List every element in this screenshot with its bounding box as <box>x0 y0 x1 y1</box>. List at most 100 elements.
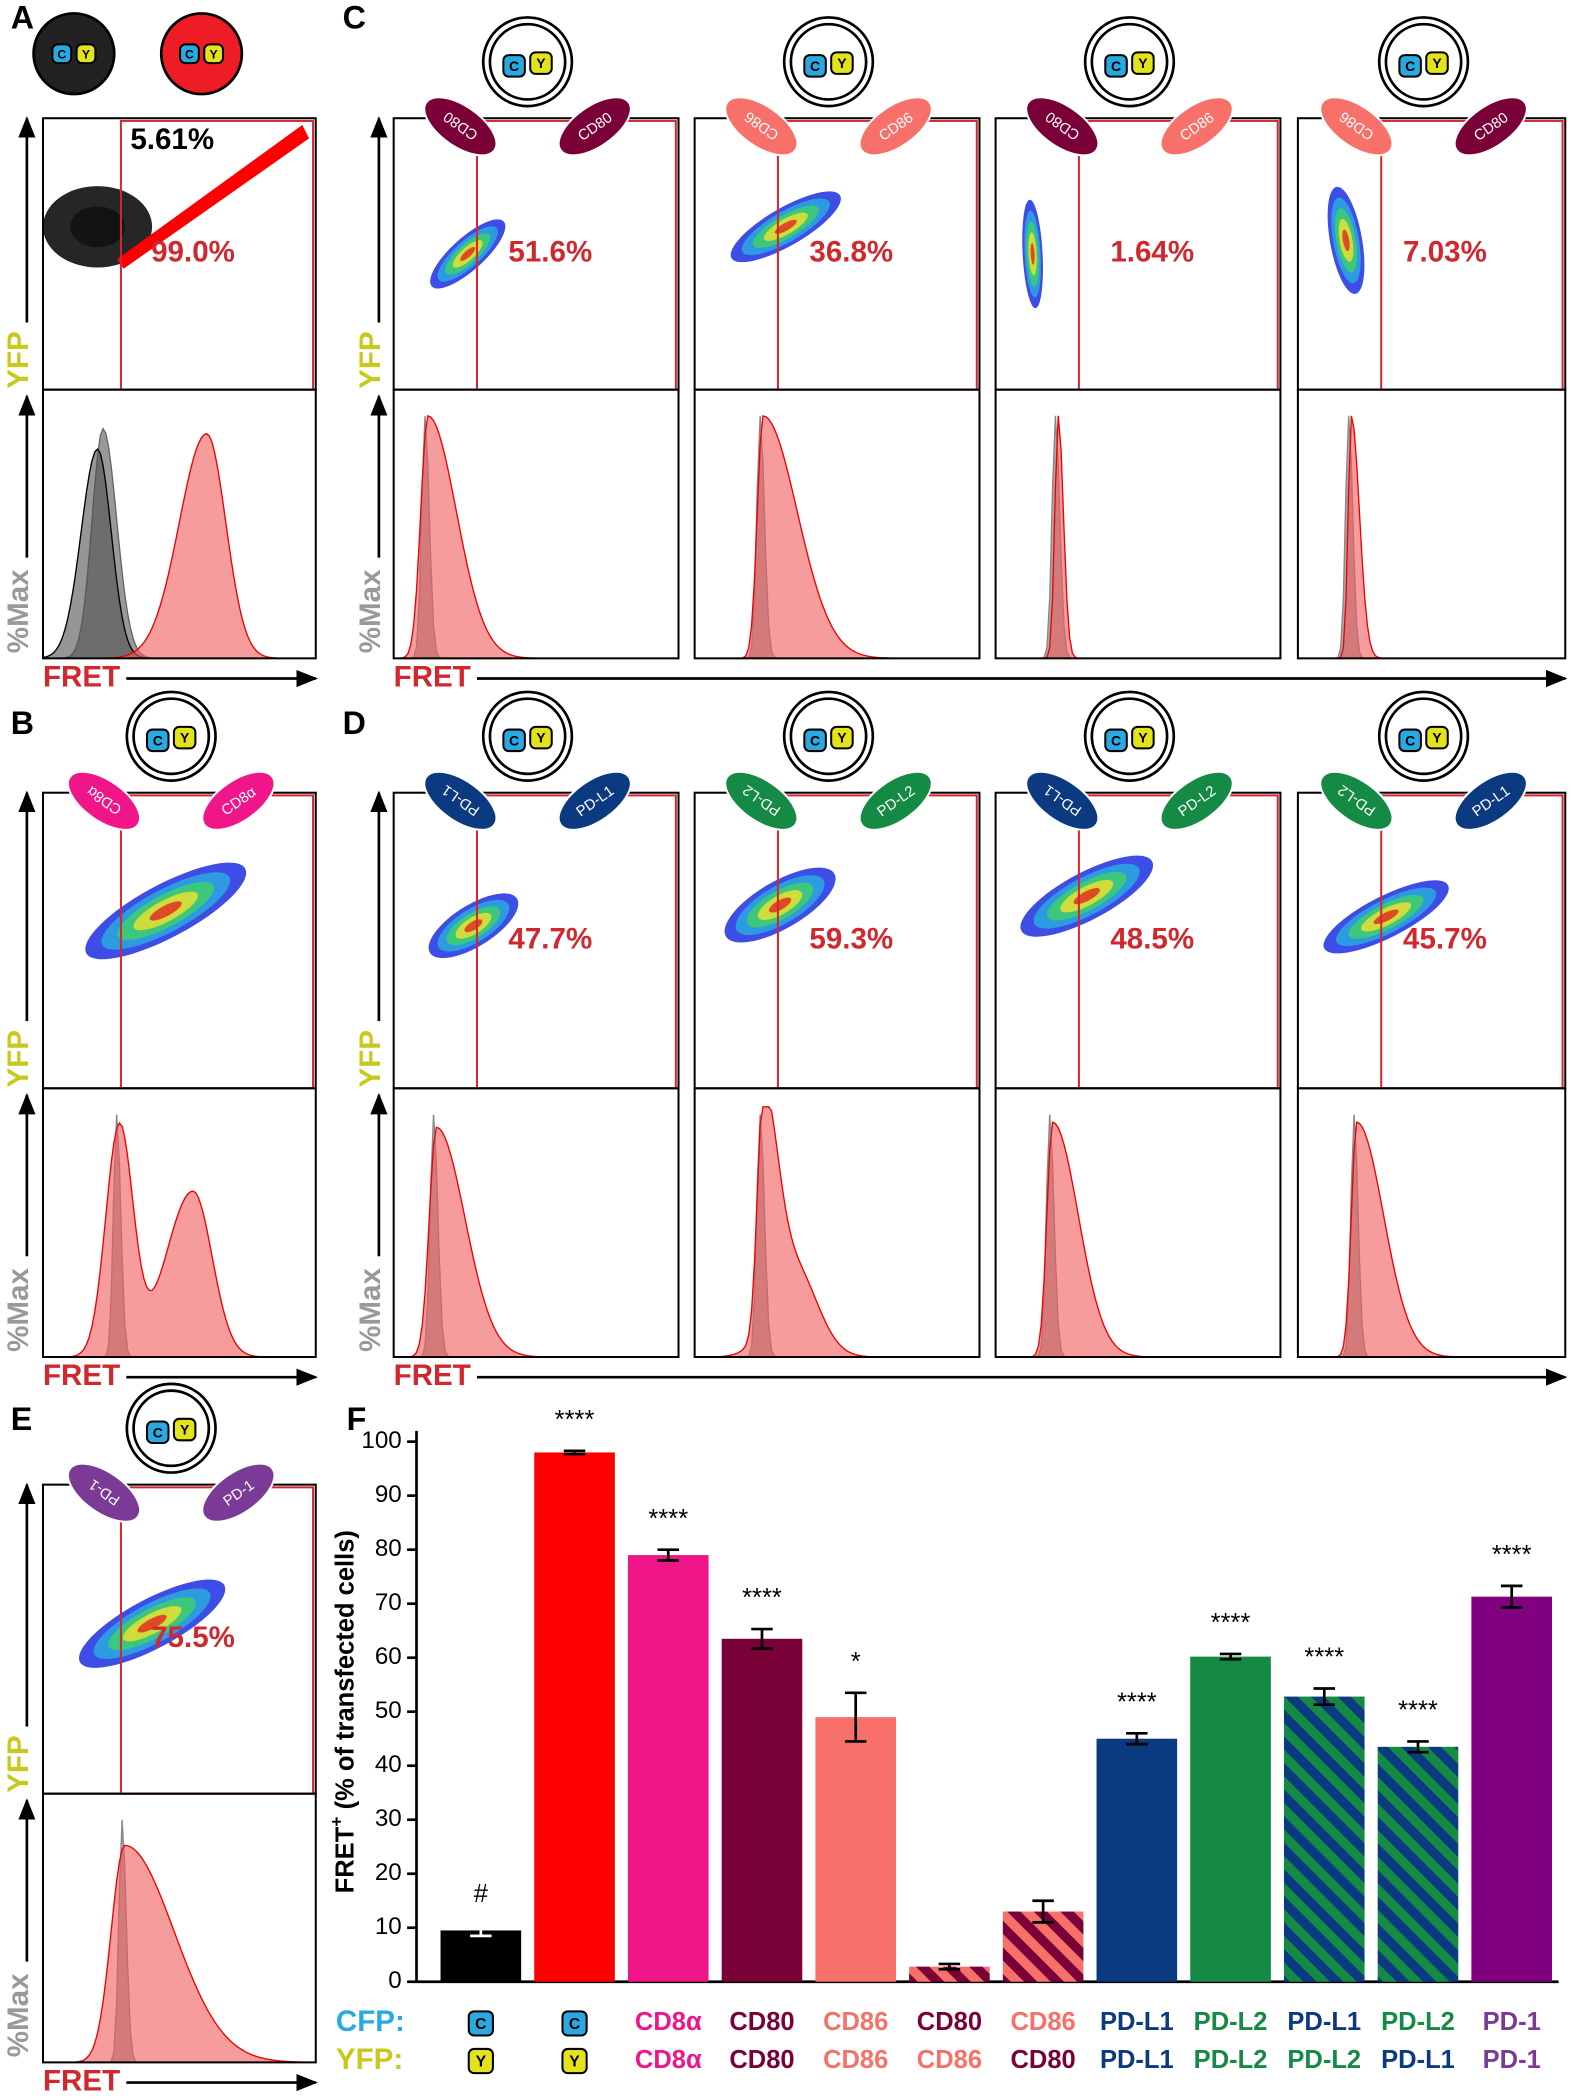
scatter-band <box>116 124 310 269</box>
x-category-label: PD-L1 <box>1100 2046 1174 2074</box>
fret-axis-label: FRET <box>43 1359 120 1392</box>
protein-shape <box>1319 96 1394 157</box>
fluor-icon <box>1104 54 1128 78</box>
yfp-axis-label: YFP <box>2 331 35 388</box>
fluor-icon-label: C <box>153 1424 163 1440</box>
significance-label: * <box>851 1648 861 1676</box>
cell-outer <box>125 1382 217 1474</box>
cell-inner <box>132 1389 211 1468</box>
fluor-icon <box>803 728 827 753</box>
fluor-icon <box>1425 725 1449 750</box>
histogram-gray <box>995 415 1281 660</box>
cell-inner <box>1384 697 1463 776</box>
fluor-icon-label: C <box>1111 58 1121 74</box>
fluor-icon-label: C <box>475 2016 486 2033</box>
protein-shape <box>858 770 933 831</box>
percent-fret: 99.0% <box>151 236 235 269</box>
histogram-red <box>995 415 1281 660</box>
fluor-icon-label: C <box>810 58 820 74</box>
histogram-gray <box>995 1114 1281 1358</box>
protein-shape <box>201 770 276 831</box>
error-bar <box>1126 1731 1148 1746</box>
histogram-frame <box>41 1792 317 2064</box>
cell-inner <box>789 22 868 101</box>
y-tick-label: 90 <box>375 1481 402 1508</box>
x-category-label: CD80 <box>917 2008 982 2036</box>
error-bar <box>1032 1899 1054 1924</box>
y-tick-label: 40 <box>375 1751 402 1778</box>
cell-inner <box>132 697 211 776</box>
bar <box>627 1555 709 1982</box>
y-tick-label: 20 <box>375 1859 402 1886</box>
fluor-icon <box>467 2047 494 2075</box>
fluor-icon-label: C <box>1111 732 1121 748</box>
protein: PD-L1 <box>423 770 498 831</box>
error-bar <box>844 1691 867 1743</box>
cell-inner <box>1090 697 1169 776</box>
yfp-axis-label: YFP <box>354 1030 387 1087</box>
scatter-cloud <box>1030 243 1035 265</box>
cell-outer <box>782 16 875 108</box>
protein-shape <box>423 96 498 157</box>
protein-shape <box>724 96 799 157</box>
fluor-icon-label: C <box>57 47 66 61</box>
protein-shape <box>1453 96 1528 157</box>
bar <box>909 1966 990 1982</box>
scatter-cloud <box>1342 229 1350 252</box>
significance-label: **** <box>1117 1688 1157 1716</box>
bar <box>1377 1746 1459 1982</box>
histogram-red <box>393 1126 679 1358</box>
protein: CD8α <box>66 770 142 831</box>
panel-letter: A <box>11 0 34 36</box>
scatter-cloud <box>149 901 182 921</box>
histogram-red <box>1297 415 1566 660</box>
x-row-label: CFP: <box>336 2005 405 2038</box>
percent-negative: 5.61% <box>130 123 214 156</box>
fluor-icon-label: Y <box>210 47 218 61</box>
cell-inner <box>1090 22 1169 101</box>
cell-outer <box>1377 690 1470 782</box>
fluor-icon <box>529 725 553 750</box>
bar <box>1283 1696 1365 1982</box>
error-bar <box>1407 1740 1429 1754</box>
histogram-red <box>995 1121 1281 1358</box>
x-category-label: PD-L2 <box>1381 2008 1455 2036</box>
max-axis-label: %Max <box>2 569 35 653</box>
protein: PD-L1 <box>1453 770 1528 831</box>
percent-fret: 7.03% <box>1403 236 1487 269</box>
protein-shape <box>1453 770 1528 831</box>
protein-shape <box>1159 96 1234 157</box>
fluor-icon <box>172 725 197 750</box>
fluor-icon-label: Y <box>837 730 847 746</box>
bar <box>721 1638 803 1982</box>
protein: PD-L2 <box>858 770 933 831</box>
x-category-label: PD-L1 <box>1287 2008 1361 2036</box>
fluor-icon-label: Y <box>569 2054 580 2071</box>
protein: CD86 <box>1319 96 1394 157</box>
cell-outer <box>1377 16 1470 108</box>
percent-fret: 1.64% <box>1110 236 1194 269</box>
protein-shape <box>1159 770 1234 831</box>
fluor-icon <box>561 2047 588 2075</box>
error-bar <box>470 1923 492 1938</box>
fluor-icon <box>529 51 553 75</box>
protein: PD-1 <box>201 1462 276 1523</box>
fluor-icon-label: Y <box>536 730 546 746</box>
percent-fret: 36.8% <box>809 236 893 269</box>
y-tick-label: 70 <box>375 1589 402 1616</box>
significance-label: **** <box>555 1406 595 1434</box>
fluor-icon-label: Y <box>180 1422 190 1438</box>
bar <box>815 1717 897 1982</box>
fluor-icon-label: C <box>153 732 163 748</box>
histogram-red <box>694 1106 980 1358</box>
fluor-icon <box>1104 728 1128 753</box>
error-bar <box>751 1627 773 1650</box>
protein: CD86 <box>724 96 799 157</box>
scatter-cloud <box>460 247 476 261</box>
percent-fret: 47.7% <box>508 922 592 955</box>
significance-label: # <box>474 1880 489 1908</box>
protein-shape <box>66 1462 142 1523</box>
fluor-icon-label: C <box>1405 732 1415 748</box>
scatter-cloud <box>70 206 125 248</box>
protein-shape <box>66 770 142 831</box>
